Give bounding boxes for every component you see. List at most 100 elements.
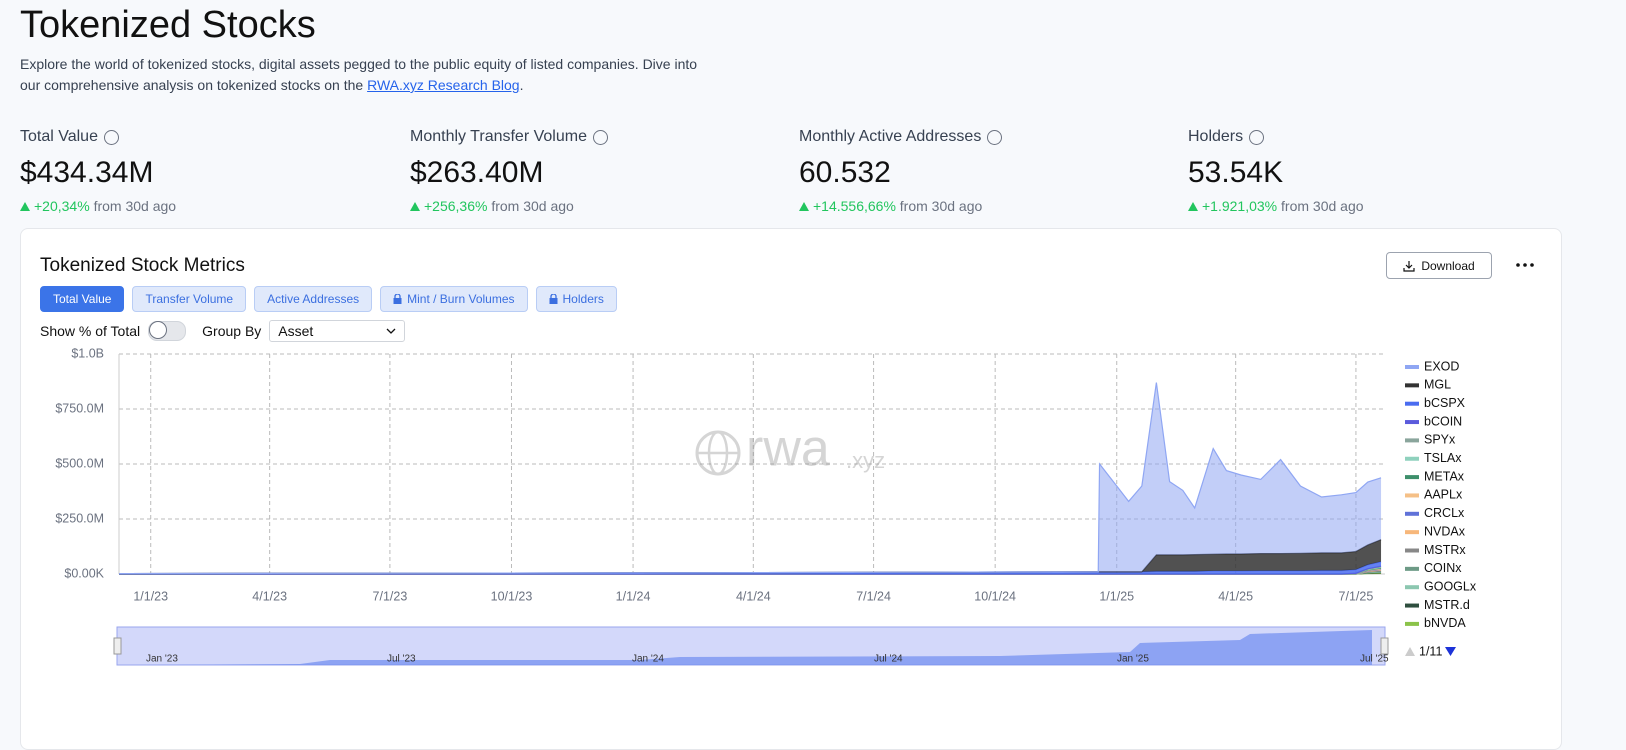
up-arrow [799, 202, 809, 211]
area [119, 539, 1382, 574]
legend-item[interactable]: METAx [1405, 469, 1465, 483]
description-text: Explore the world of tokenized stocks, d… [20, 56, 698, 93]
x-tick-label: 1/1/24 [616, 589, 651, 603]
stat-card: Total Value $434.34M +20,34% from 30d ag… [20, 128, 176, 214]
more-menu[interactable] [1515, 259, 1535, 271]
plot-area [118, 353, 1385, 575]
x-tick-label: 7/1/25 [1339, 589, 1374, 603]
stat-card: Monthly Transfer Volume $263.40M +256,36… [410, 128, 608, 214]
help-icon[interactable] [592, 129, 608, 145]
up-arrow [1188, 202, 1198, 211]
area [119, 561, 1382, 574]
legend-swatch [1405, 475, 1419, 480]
tab[interactable]: Total Value [40, 286, 125, 312]
legend-item[interactable]: bNVDA [1405, 616, 1466, 630]
tab-label: Holders [562, 292, 604, 306]
legend-swatch [1405, 493, 1419, 498]
help-icon[interactable] [987, 129, 1003, 145]
legend-label: SPYx [1424, 433, 1456, 447]
legend-item[interactable]: MGL [1405, 378, 1451, 392]
x-tick-label: 4/1/24 [736, 589, 771, 603]
chevron [386, 328, 396, 334]
toggle[interactable] [148, 321, 187, 341]
navigator-area [117, 630, 1372, 665]
tab-label: Mint / Burn Volumes [407, 292, 515, 306]
navigator-handle[interactable] [113, 637, 122, 655]
legend-swatch [1405, 585, 1419, 590]
help-icon[interactable] [1249, 129, 1265, 145]
legend-label: NVDAx [1424, 524, 1466, 538]
navigator-label: Jul '23 [387, 654, 416, 665]
y-tick-label: $500.0M [55, 456, 104, 470]
legend-label: TSLAx [1424, 451, 1462, 465]
download-button[interactable]: Download [1386, 252, 1492, 279]
stat-change: +256,36% [424, 198, 488, 214]
legend-swatch [1405, 603, 1419, 608]
navigator: Jan '23 Jul '23 Jan '24 Jul '24 Jan '25 Jul '… [113, 626, 1389, 666]
tab-label: Total Value [53, 292, 112, 306]
legend-item[interactable]: EXOD [1405, 359, 1459, 373]
legend-swatch [1405, 383, 1419, 388]
legend-item[interactable]: GOOGLx [1405, 579, 1477, 593]
x-tick-label: 7/1/24 [856, 589, 891, 603]
navigator-handle[interactable] [1380, 637, 1389, 655]
legend-swatch [1405, 548, 1419, 553]
select-value: Asset [278, 323, 314, 339]
watermark-suffix: .xyz [846, 448, 885, 473]
tab[interactable]: Transfer Volume [132, 286, 247, 312]
legend-swatch [1405, 621, 1419, 626]
navigator-label: Jan '25 [1117, 654, 1149, 665]
stat-card: Monthly Active Addresses 60.532 +14.556,… [799, 128, 1003, 214]
y-tick-label: $0.00K [64, 566, 104, 580]
legend-label: bCSPX [1424, 396, 1466, 410]
legend-swatch [1405, 365, 1419, 369]
legend-item[interactable]: CRCLx [1405, 506, 1465, 520]
stat-note: from 30d ago [93, 198, 177, 214]
stat-value: $434.34M [20, 156, 154, 189]
legend-swatch [1405, 566, 1419, 571]
navigator-label: Jul '25 [1360, 654, 1389, 665]
legend-prev[interactable] [1405, 647, 1415, 656]
legend-item[interactable]: TSLAx [1405, 451, 1462, 465]
legend-swatch [1405, 456, 1419, 461]
x-tick-label: 1/1/23 [133, 589, 168, 603]
group-by-select[interactable]: Asset [269, 320, 406, 342]
y-tick-label: $250.0M [55, 511, 104, 525]
stat-label: Holders [1188, 128, 1244, 145]
up-arrow [410, 202, 420, 211]
blog-link[interactable]: RWA.xyz Research Blog [367, 77, 520, 93]
controls: Show % of Total Group By Asset [40, 320, 406, 342]
page: Tokenized Stocks Explore the world of to… [20, 4, 1562, 750]
stat-change: +14.556,66% [813, 198, 896, 214]
legend-item[interactable]: bCSPX [1405, 396, 1466, 410]
group-by-label: Group By [202, 323, 262, 339]
legend-item[interactable]: COINx [1405, 561, 1462, 575]
tab[interactable]: Active Addresses [254, 286, 373, 312]
stat-label: Monthly Active Addresses [799, 128, 982, 145]
legend-item[interactable]: bCOIN [1405, 414, 1462, 428]
navigator-label: Jan '23 [146, 654, 178, 665]
navigator-label: Jul '24 [874, 654, 903, 665]
legend-item[interactable]: MSTRx [1405, 543, 1466, 557]
x-tick-label: 7/1/23 [373, 589, 408, 603]
legend-swatch [1405, 420, 1419, 425]
legend-item[interactable]: MSTR.d [1405, 598, 1470, 612]
lock-icon [393, 294, 402, 304]
tab[interactable]: Mint / Burn Volumes [380, 286, 528, 312]
legend-label: bCOIN [1424, 414, 1462, 428]
legend-item[interactable]: SPYx [1405, 433, 1456, 447]
legend-item[interactable]: AAPLx [1405, 488, 1463, 502]
help-icon[interactable] [103, 129, 119, 145]
y-tick-label: $1.0B [71, 346, 104, 360]
description: Explore the world of tokenized stocks, d… [20, 54, 720, 96]
legend-item[interactable]: NVDAx [1405, 524, 1466, 538]
tab-label: Transfer Volume [145, 292, 234, 306]
stat-card: Holders 53.54K +1.921,03% from 30d ago [1188, 128, 1364, 214]
legend-next[interactable] [1445, 647, 1456, 656]
tab[interactable]: Holders [535, 286, 617, 312]
legend-label: METAx [1424, 469, 1465, 483]
period: . [519, 77, 524, 93]
legend-swatch [1405, 438, 1419, 443]
watermark: rwa .xyz [695, 420, 885, 478]
panel-title: Tokenized Stock Metrics [40, 255, 245, 276]
